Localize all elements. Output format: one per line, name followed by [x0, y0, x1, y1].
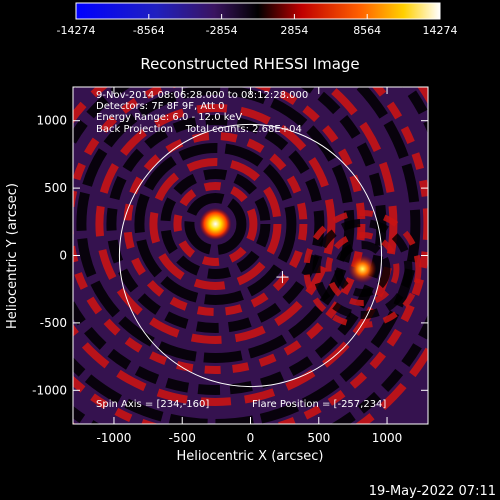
colorbar-tick-label: -2854: [206, 24, 238, 37]
y-tick-label: -500: [40, 316, 67, 330]
x-tick-label: -1000: [97, 431, 132, 445]
annotation-method-counts: Back Projection Total counts: 2.68E+04: [96, 124, 302, 135]
flare-source: [199, 207, 232, 240]
x-tick-label: 0: [247, 431, 255, 445]
x-tick-label: 1000: [372, 431, 403, 445]
spin-axis-label: Spin Axis = [234,-160]: [96, 399, 209, 410]
y-tick-label: 500: [44, 181, 67, 195]
x-tick-label: 500: [307, 431, 330, 445]
colorbar-ticks: -14274 -8564 -2854 2854 8564 14274: [57, 14, 458, 37]
y-axis: -1000 -500 0 500 1000: [32, 114, 428, 397]
spin-axis-marker: [276, 271, 289, 284]
annotations: 9-Nov-2014 08:06:28.000 to 08:12:28.000 …: [96, 90, 386, 410]
colorbar-tick-label: 2854: [280, 24, 308, 37]
solar-limb-circle: [118, 123, 383, 388]
x-axis-label: Heliocentric X (arcsec): [177, 449, 324, 464]
y-axis-label: Heliocentric Y (arcsec): [5, 183, 20, 329]
flare-position-label: Flare Position = [-257,234]: [252, 399, 386, 410]
chart-title: Reconstructed RHESSI Image: [140, 55, 359, 73]
colorbar-tick-label: 14274: [423, 24, 458, 37]
annotation-energy-range: Energy Range: 6.0 - 12.0 keV: [96, 112, 242, 123]
heatmap-image: [73, 87, 428, 424]
y-tick-label: 1000: [36, 114, 67, 128]
y-tick-label: -1000: [32, 383, 67, 397]
colorbar-tick-label: 8564: [353, 24, 381, 37]
x-axis: -1000 -500 0 500 1000: [97, 87, 403, 445]
annotation-time-range: 9-Nov-2014 08:06:28.000 to 08:12:28.000: [96, 90, 308, 101]
annotation-detectors: Detectors: 7F 8F 9F, Att 0: [96, 101, 224, 112]
timestamp: 19-May-2022 07:11: [369, 484, 496, 499]
x-tick-label: -500: [169, 431, 196, 445]
colorbar: [75, 2, 441, 20]
y-tick-label: 0: [59, 249, 67, 263]
colorbar-tick-label: -8564: [133, 24, 165, 37]
colorbar-tick-label: -14274: [57, 24, 96, 37]
secondary-source: [348, 254, 377, 283]
